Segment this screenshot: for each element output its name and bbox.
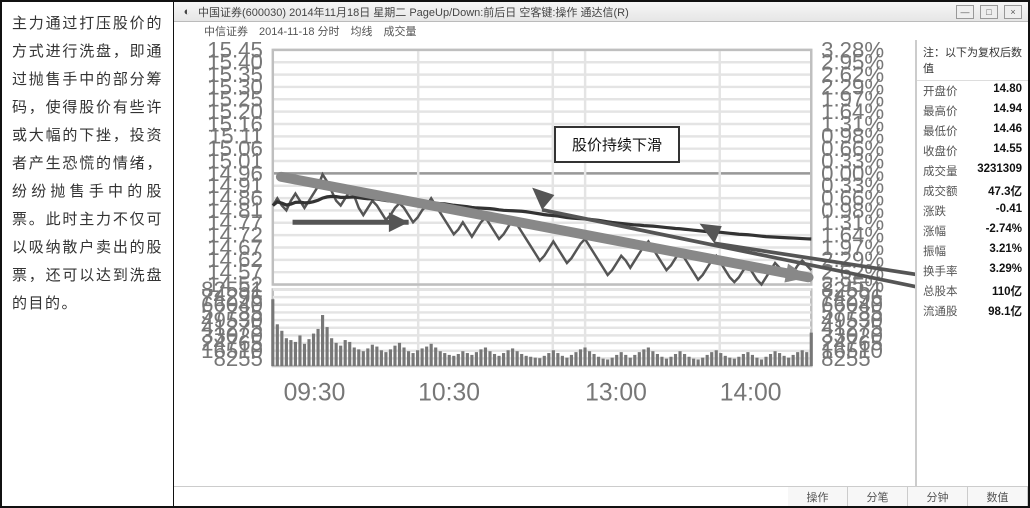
close-button[interactable]: × [1004, 5, 1022, 19]
stats-key: 振幅 [923, 243, 946, 259]
stats-key: 涨幅 [923, 223, 946, 239]
stats-key: 最低价 [923, 123, 958, 139]
svg-text:8255: 8255 [821, 346, 870, 371]
stats-row: 换手率 3.29% [917, 261, 1028, 281]
stats-value: 14.55 [993, 143, 1022, 159]
stats-row: 成交额 47.3亿 [917, 181, 1028, 201]
minimize-button[interactable]: — [956, 5, 974, 19]
stats-value: 3.29% [989, 263, 1022, 279]
stats-row: 开盘价 14.80 [917, 81, 1028, 101]
stats-key: 开盘价 [923, 83, 958, 99]
stats-value: 47.3亿 [988, 183, 1022, 199]
tab-分笔[interactable]: 分笔 [848, 487, 908, 506]
stats-value: 98.1亿 [988, 303, 1022, 319]
intraday-chart: 15.453.28%15.402.95%15.352.62%15.302.29%… [174, 40, 915, 411]
svg-text:8255: 8255 [213, 346, 262, 371]
svg-text:10:30: 10:30 [418, 380, 480, 407]
tab-数值[interactable]: 数值 [968, 487, 1028, 506]
window-title: 中国证券(600030) 2014年11月18日 星期二 PageUp/Down… [198, 4, 629, 20]
svg-text:13:00: 13:00 [585, 380, 647, 407]
stats-value: 14.46 [993, 123, 1022, 139]
stats-value: 110亿 [992, 283, 1022, 299]
annotation-callout: 股价持续下滑 [554, 126, 680, 163]
chart-subtitle: 中信证券 2014-11-18 分时 均线 成交量 [174, 22, 1028, 40]
app-frame: 主力通过打压股价的方式进行洗盘，即通过抛售手中的部分筹码，使得股价有些许或大幅的… [0, 0, 1030, 508]
stats-rows: 开盘价 14.80 最高价 14.94 最低价 14.46 收盘价 14.55 成交量 32313… [917, 81, 1028, 486]
svg-text:14:00: 14:00 [720, 380, 782, 407]
commentary-text: 主力通过打压股价的方式进行洗盘，即通过抛售手中的部分筹码，使得股价有些许或大幅的… [12, 10, 163, 318]
stats-key: 流通股 [923, 303, 958, 319]
stats-value: 3.21% [989, 243, 1022, 259]
stats-value: 14.94 [993, 103, 1022, 119]
stats-key: 涨跌 [923, 203, 946, 219]
stats-row: 成交量 3231309 [917, 161, 1028, 181]
stats-value: 3231309 [977, 163, 1022, 179]
stats-key: 成交额 [923, 183, 958, 199]
stats-key: 总股本 [923, 283, 958, 299]
stats-row: 最低价 14.46 [917, 121, 1028, 141]
chart-window: ◐ 中国证券(600030) 2014年11月18日 星期二 PageUp/Do… [174, 2, 1028, 506]
svg-text:09:30: 09:30 [284, 380, 346, 407]
tab-操作[interactable]: 操作 [788, 487, 848, 506]
stats-key: 收盘价 [923, 143, 958, 159]
tab-分钟[interactable]: 分钟 [908, 487, 968, 506]
stats-row: 涨幅 -2.74% [917, 221, 1028, 241]
stats-panel: 注：以下为复权后数值 开盘价 14.80 最高价 14.94 最低价 14.46 收盘价 14… [916, 40, 1028, 486]
stats-header: 注：以下为复权后数值 [917, 40, 1028, 81]
stats-row: 收盘价 14.55 [917, 141, 1028, 161]
maximize-button[interactable]: □ [980, 5, 998, 19]
window-titlebar: ◐ 中国证券(600030) 2014年11月18日 星期二 PageUp/Do… [174, 2, 1028, 22]
stats-key: 最高价 [923, 103, 958, 119]
stats-key: 成交量 [923, 163, 958, 179]
stats-value: -0.41 [996, 203, 1022, 219]
stats-row: 振幅 3.21% [917, 241, 1028, 261]
app-icon: ◐ [180, 5, 194, 19]
stats-row: 总股本 110亿 [917, 281, 1028, 301]
stats-row: 流通股 98.1亿 [917, 301, 1028, 321]
stats-value: 14.80 [993, 83, 1022, 99]
stats-key: 换手率 [923, 263, 958, 279]
stats-row: 最高价 14.94 [917, 101, 1028, 121]
stats-value: -2.74% [986, 223, 1022, 239]
stats-row: 涨跌 -0.41 [917, 201, 1028, 221]
bottom-tab-strip: 操作分笔分钟数值 [174, 486, 1028, 506]
commentary-pane: 主力通过打压股价的方式进行洗盘，即通过抛售手中的部分筹码，使得股价有些许或大幅的… [2, 2, 174, 506]
chart-area[interactable]: 统计 15.453.28%15.402.95%15.352.62%15.302.… [174, 40, 916, 486]
